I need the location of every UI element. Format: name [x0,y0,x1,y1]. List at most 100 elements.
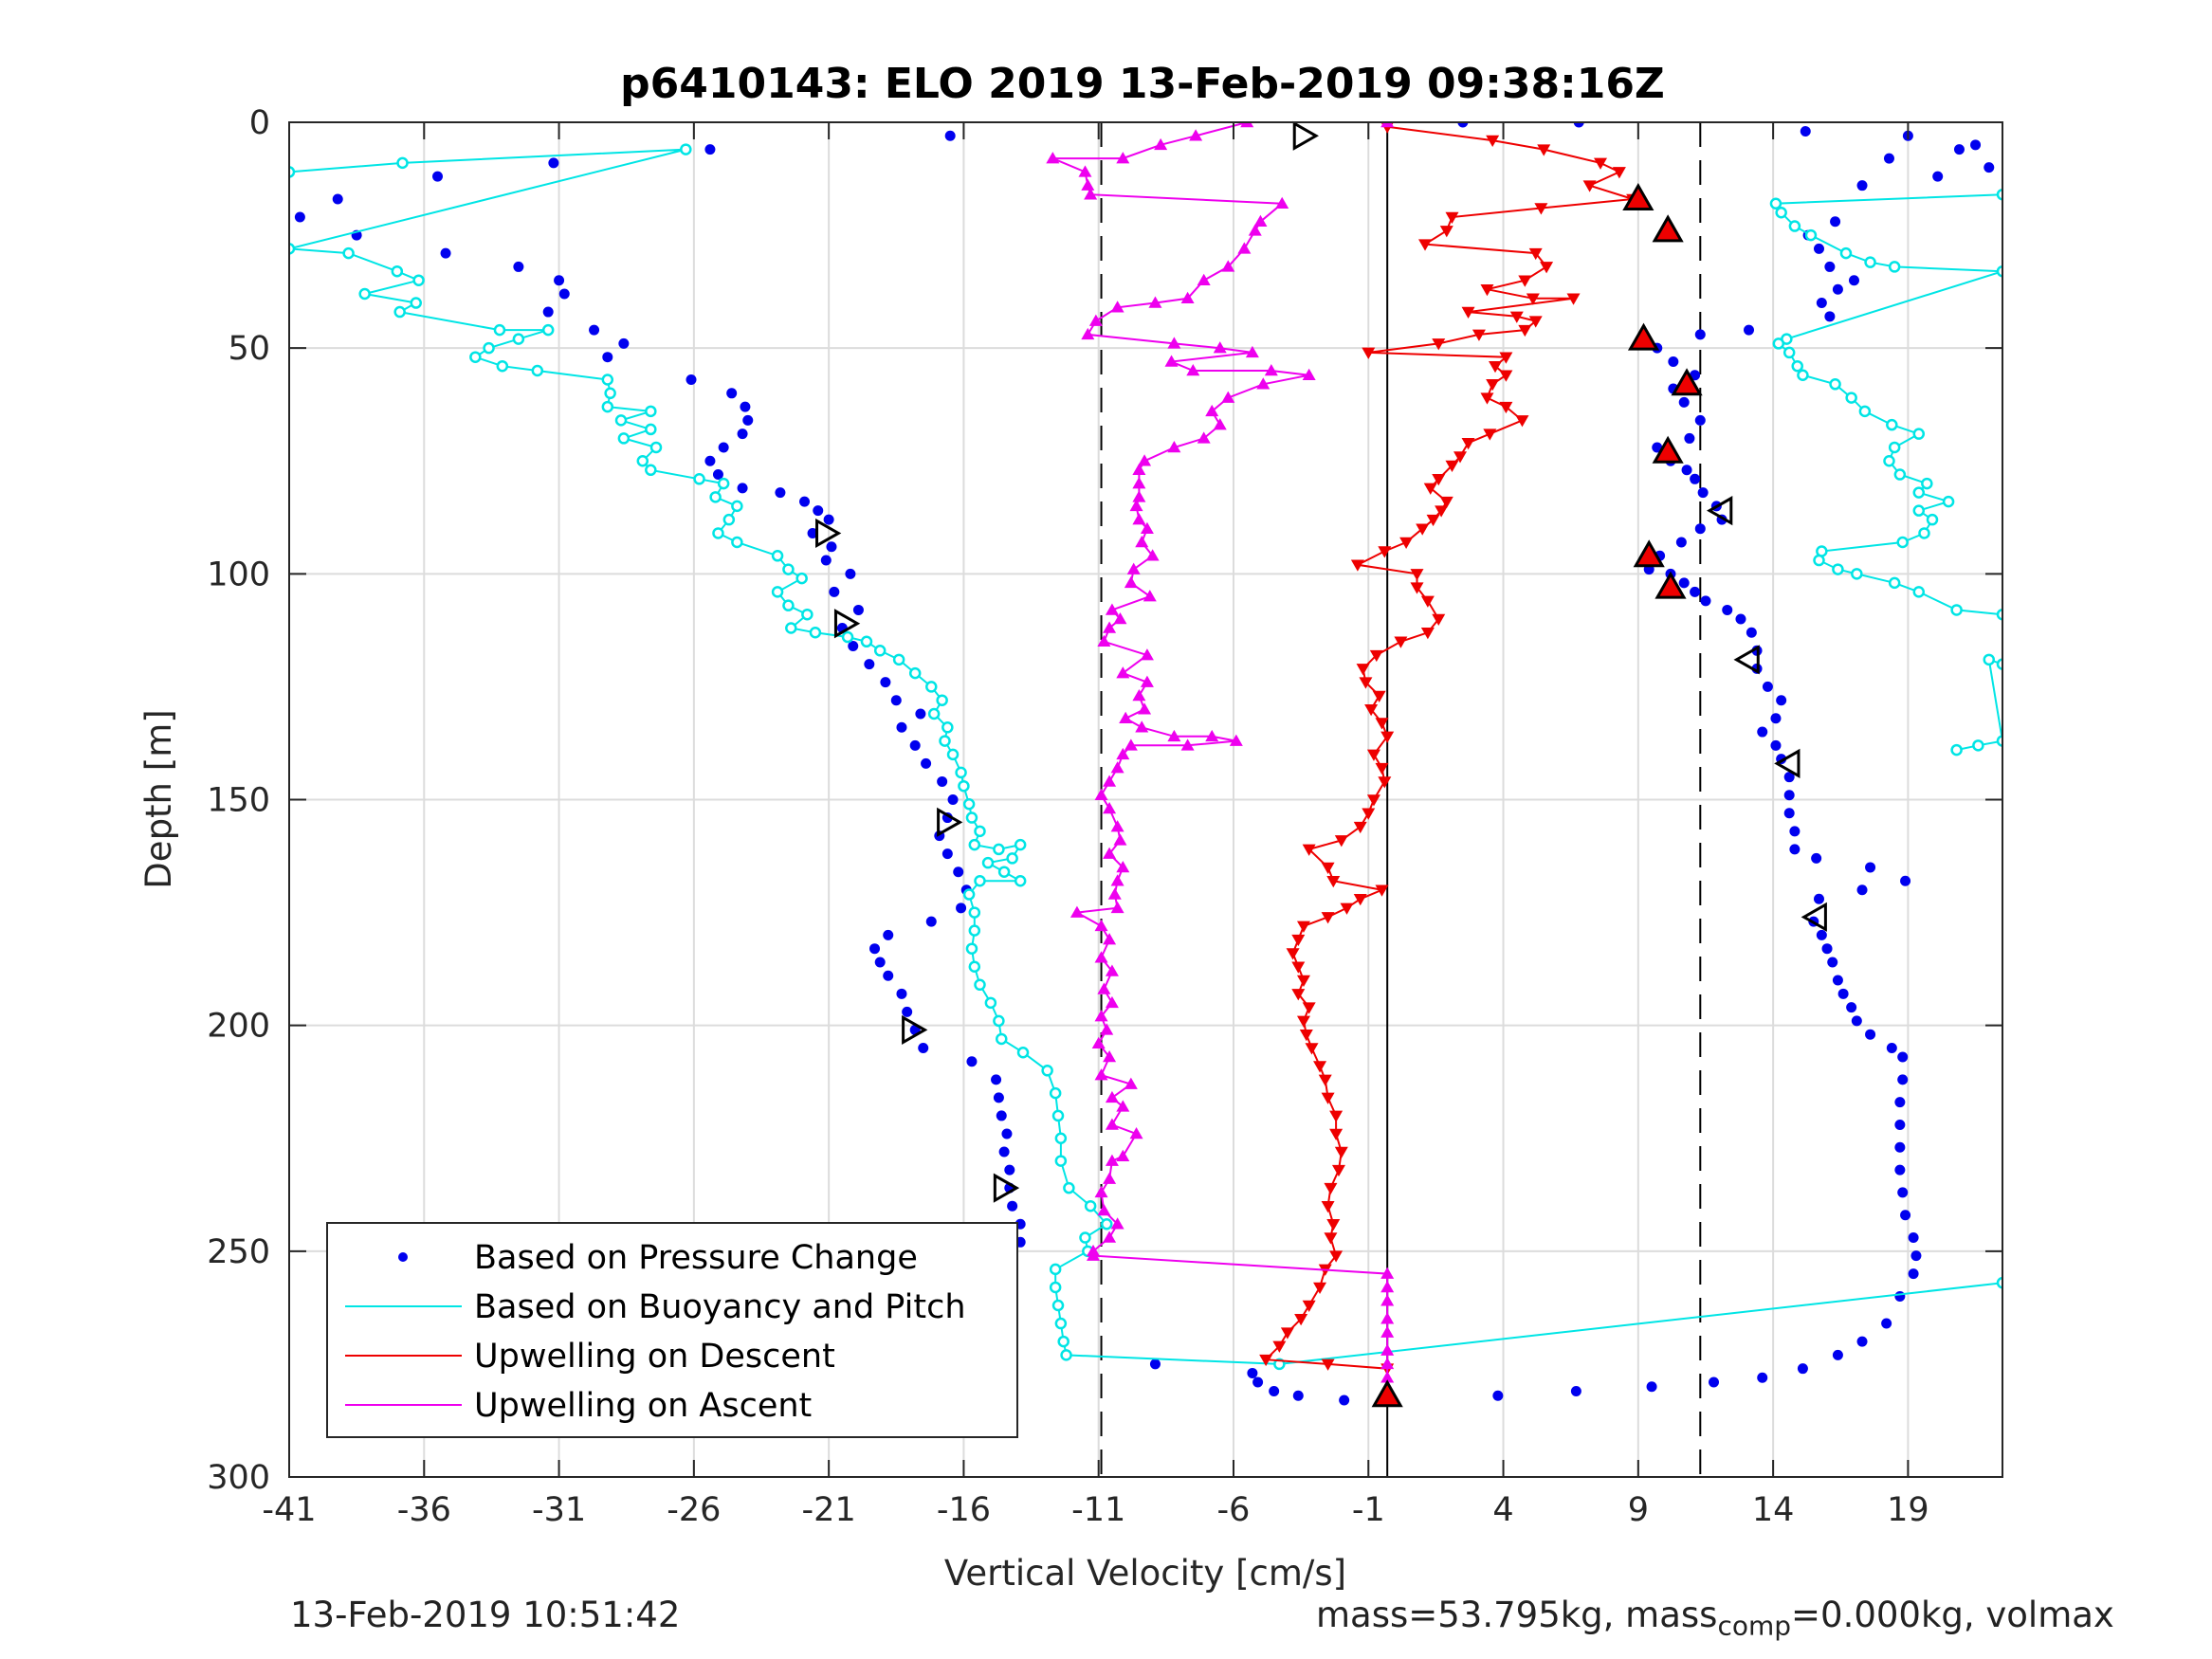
open-triangle-marker [1801,902,1827,932]
data-point [860,635,873,648]
data-point [1054,1132,1068,1144]
data-point [1797,369,1809,381]
data-point [1375,884,1389,897]
data-point [1480,392,1494,405]
y-tick-label: 150 [207,782,270,820]
data-point [965,942,978,955]
data-point [1932,171,1944,182]
data-point [410,297,422,309]
data-point [1499,370,1513,382]
data-point [968,924,981,937]
data-point [1103,802,1117,814]
x-tick-label: -11 [1071,1491,1125,1529]
data-point [604,387,616,400]
data-point [1972,739,1984,752]
data-point [896,721,907,733]
data-point [1573,122,1584,128]
data-point [1280,1327,1294,1340]
data-point [726,388,738,399]
data-point [1894,1290,1906,1302]
data-point [1041,1065,1053,1077]
data-point [1832,975,1843,986]
data-point [541,323,555,337]
data-point [645,423,657,436]
data-point [1432,613,1446,626]
data-point [1783,772,1795,783]
data-point [1612,167,1626,179]
data-point [1362,347,1376,359]
y-tick-label: 200 [207,1008,270,1046]
red-triangle-marker [1654,571,1687,599]
data-point [1291,989,1306,1001]
data-point [896,988,907,999]
data-point [1416,523,1430,536]
data-point [1248,224,1262,236]
data-point [1302,368,1316,380]
data-point [1081,178,1095,191]
data-point [1811,852,1822,864]
red-triangle-marker [1622,182,1654,210]
data-point [1757,726,1768,738]
data-point [1996,608,2002,621]
x-tick-label: -41 [262,1491,316,1529]
data-point [1054,1317,1068,1330]
data-point [1912,586,1926,598]
data-point [1983,162,1995,173]
x-tick-label: -21 [802,1491,856,1529]
data-point [813,505,824,517]
data-point [1772,337,1785,350]
x-tick-label: -6 [1217,1491,1251,1529]
data-point [1105,995,1119,1009]
data-point [1110,874,1124,886]
data-point [1697,487,1709,499]
data-point [737,483,748,494]
data-point [1006,852,1018,865]
data-point [848,641,859,652]
data-point [601,374,614,386]
data-point [1149,1358,1161,1370]
data-point [1103,847,1117,859]
data-point [1004,1164,1015,1176]
open-triangle-marker [1292,120,1319,151]
data-point [1094,919,1108,932]
data-point [1100,1023,1114,1035]
data-point [1132,463,1146,476]
legend: Based on Pressure Change Based on Buoyanc… [326,1222,1018,1438]
data-point [1908,1268,1919,1280]
data-point [1499,352,1513,364]
data-point [358,287,371,301]
data-point [737,428,748,440]
legend-label: Based on Buoyancy and Pitch [474,1288,966,1326]
data-point [918,1042,929,1053]
data-point [1883,153,1894,164]
data-point [1410,582,1424,594]
data-point [1380,122,1395,128]
data-point [1129,1126,1143,1139]
data-point [1213,418,1227,430]
data-point [1140,648,1154,661]
data-point [958,779,970,793]
data-point [1132,513,1146,525]
data-point [1983,653,1996,666]
data-point [1829,378,1841,391]
data-point [1132,688,1146,702]
data-point [1375,718,1389,730]
data-point [649,441,663,454]
data-point [645,405,657,418]
x-tick-label: -1 [1352,1491,1385,1529]
data-point [1770,739,1782,751]
legend-label: Based on Pressure Change [474,1239,918,1277]
data-point [1145,549,1160,561]
data-point [1996,1276,2002,1289]
data-point [1888,576,1901,590]
data-point [1313,1282,1327,1294]
data-point [962,888,976,901]
data-point [953,866,964,878]
data-point [1894,1097,1906,1108]
data-point [1291,934,1306,947]
data-point [771,550,784,562]
data-point [1272,1340,1287,1353]
red-triangle-marker [1627,322,1660,351]
data-point [925,916,937,927]
data-point [1180,291,1195,304]
